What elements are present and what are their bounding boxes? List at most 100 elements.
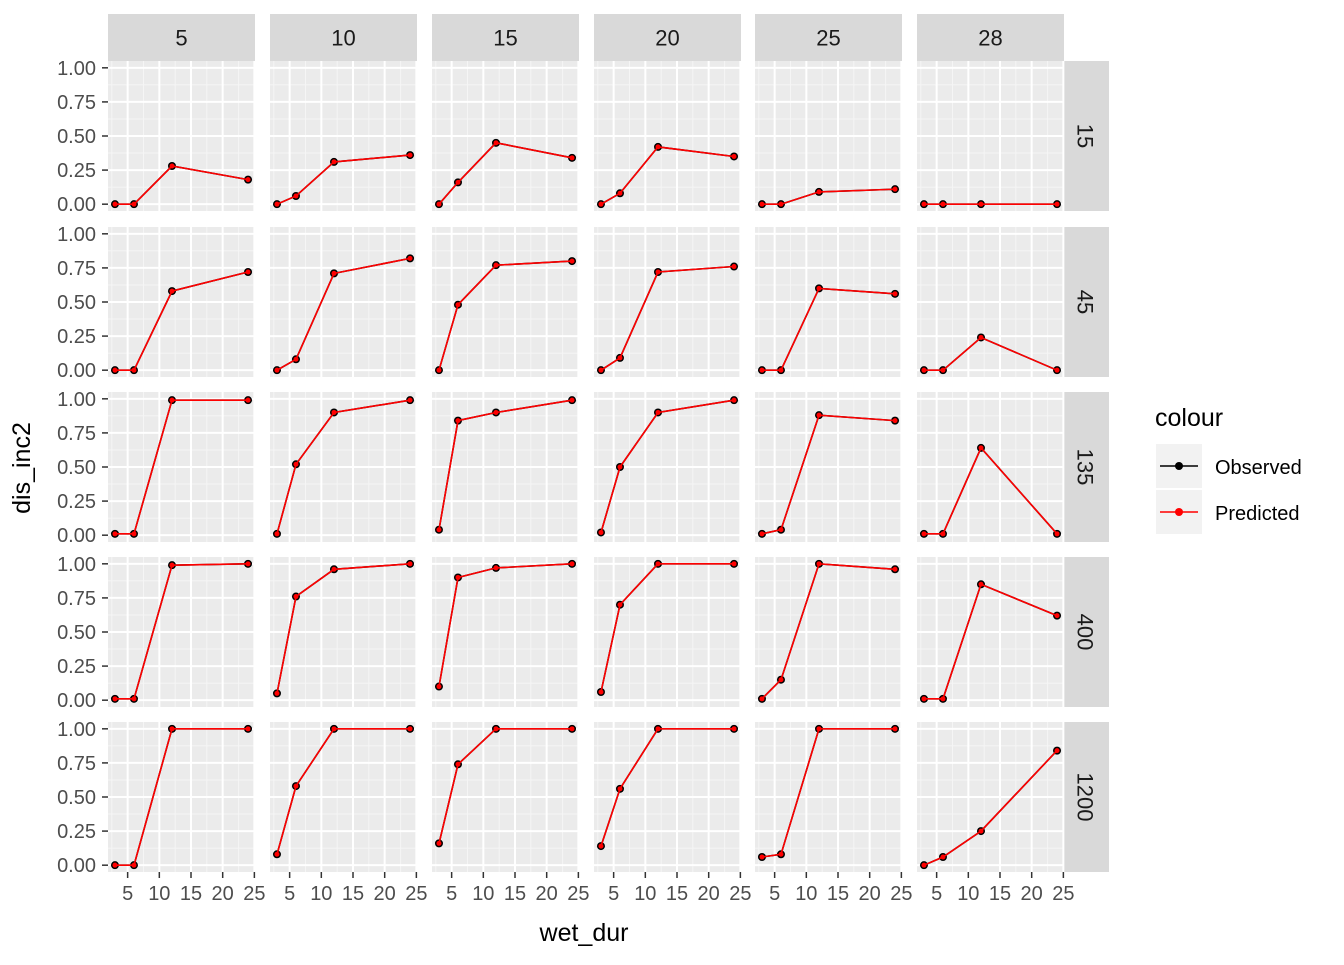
predicted-line xyxy=(115,399,248,535)
predicted-point xyxy=(892,186,898,192)
predicted-point xyxy=(245,726,251,732)
predicted-point xyxy=(169,562,175,568)
predicted-point xyxy=(731,726,737,732)
predicted-point xyxy=(331,726,337,732)
predicted-point xyxy=(331,566,337,572)
predicted-point xyxy=(407,152,413,158)
panel-400-25 xyxy=(755,557,903,707)
predicted-point xyxy=(493,565,499,571)
row-strip-135 xyxy=(1062,392,1109,542)
x-tick-label: 25 xyxy=(243,883,265,905)
row-strip-400 xyxy=(1062,557,1109,707)
predicted-line xyxy=(115,271,249,372)
panel-45-15 xyxy=(432,227,580,377)
predicted-point xyxy=(655,726,661,732)
x-tick-label: 20 xyxy=(698,883,720,905)
x-tick-label: 15 xyxy=(504,883,526,905)
panel-400-10 xyxy=(270,557,418,707)
y-tick-label: 0.00 xyxy=(57,525,96,547)
row-strip-label: 1200 xyxy=(1073,773,1098,822)
x-tick-label: 20 xyxy=(374,883,396,905)
row-strip-45 xyxy=(1062,227,1109,377)
predicted-line xyxy=(600,562,734,693)
panel-45-5 xyxy=(108,227,256,377)
y-tick-label: 0.25 xyxy=(57,160,96,182)
predicted-point xyxy=(569,397,575,403)
legend-label-predicted: Predicted xyxy=(1215,503,1300,525)
panel-135-28 xyxy=(917,392,1065,542)
legend-label-observed: Observed xyxy=(1215,457,1302,479)
predicted-line xyxy=(276,399,411,535)
panel-1200-10 xyxy=(270,722,418,872)
predicted-point xyxy=(892,291,898,297)
predicted-point xyxy=(940,531,946,537)
y-tick-label: 0.75 xyxy=(57,258,96,280)
predicted-line xyxy=(924,446,1058,535)
predicted-line xyxy=(438,399,573,530)
y-tick-label: 0.50 xyxy=(57,787,96,809)
predicted-point xyxy=(455,418,461,424)
predicted-point xyxy=(1054,201,1060,207)
predicted-point xyxy=(131,367,137,373)
predicted-point xyxy=(731,264,737,270)
panel-45-20 xyxy=(594,227,742,377)
panel-1200-5 xyxy=(108,722,256,872)
col-strip-28 xyxy=(917,14,1064,61)
predicted-point xyxy=(778,201,784,207)
panels-layer: 5 10 15 20 25 28 15 45 135 400 1200 xyxy=(108,14,1109,872)
y-tick-label: 0.25 xyxy=(57,656,96,678)
predicted-line xyxy=(115,165,249,205)
panel-1200-25 xyxy=(755,722,903,872)
predicted-point xyxy=(655,561,661,567)
predicted-line xyxy=(438,563,573,687)
y-tick-label: 0.00 xyxy=(57,855,96,877)
x-tick-label: 25 xyxy=(729,883,751,905)
x-tick-label: 15 xyxy=(666,883,688,905)
predicted-point xyxy=(112,201,118,207)
predicted-point xyxy=(274,690,280,696)
predicted-line xyxy=(600,265,735,371)
panel-45-10 xyxy=(270,227,418,377)
predicted-point xyxy=(569,726,575,732)
panel-15-10 xyxy=(270,61,418,211)
y-tick-label: 0.00 xyxy=(57,360,96,382)
predicted-line xyxy=(761,562,896,700)
predicted-point xyxy=(617,464,623,470)
col-strip-label: 5 xyxy=(175,26,187,51)
y-tick-label: 0.50 xyxy=(57,126,96,148)
predicted-point xyxy=(169,397,175,403)
predicted-line xyxy=(438,727,572,844)
predicted-point xyxy=(569,561,575,567)
predicted-point xyxy=(331,409,337,415)
predicted-point xyxy=(1054,613,1060,619)
y-tick-label: 1.00 xyxy=(57,58,96,80)
predicted-point xyxy=(112,862,118,868)
panel-45-25 xyxy=(755,227,903,377)
predicted-line xyxy=(600,399,735,533)
predicted-point xyxy=(816,412,822,418)
y-tick-label: 1.00 xyxy=(57,224,96,246)
panel-400-28 xyxy=(917,557,1065,707)
predicted-point xyxy=(731,561,737,567)
y-tick-label: 1.00 xyxy=(57,389,96,411)
panel-1200-20 xyxy=(594,722,742,872)
predicted-point xyxy=(759,854,765,860)
predicted-line xyxy=(923,750,1058,866)
y-tick-label: 0.75 xyxy=(57,423,96,445)
panel-1200-15 xyxy=(432,722,580,872)
predicted-point xyxy=(816,189,822,195)
row-strip-1200 xyxy=(1062,722,1109,872)
col-strip-label: 20 xyxy=(655,26,679,51)
panel-135-20 xyxy=(594,392,742,542)
predicted-point xyxy=(455,302,461,308)
legend-key-point xyxy=(1175,508,1183,516)
predicted-point xyxy=(598,529,604,535)
y-tick-label: 0.00 xyxy=(57,194,96,216)
predicted-point xyxy=(131,862,137,868)
panel-135-5 xyxy=(108,392,256,542)
row-strip-label: 135 xyxy=(1073,449,1098,486)
x-tick-label: 15 xyxy=(827,883,849,905)
col-strip-label: 25 xyxy=(816,26,840,51)
